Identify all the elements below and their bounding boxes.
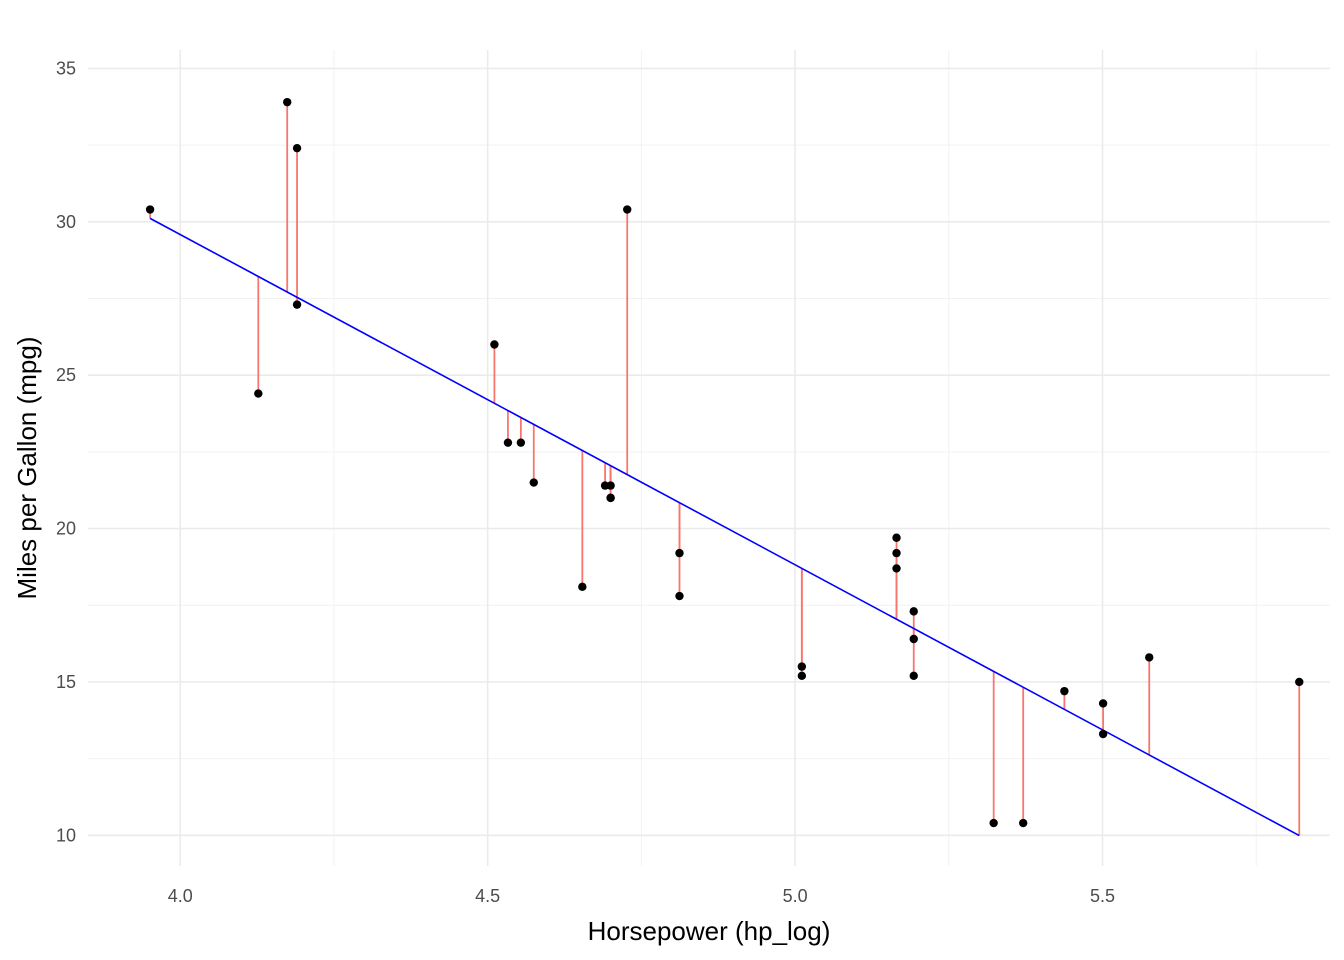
data-point bbox=[623, 205, 632, 214]
x-tick-labels: 4.0 4.5 5.0 5.5 bbox=[168, 886, 1115, 906]
data-point bbox=[292, 143, 302, 153]
data-point bbox=[516, 438, 526, 447]
data-point bbox=[989, 818, 998, 828]
grid-major bbox=[88, 50, 1330, 866]
data-point bbox=[283, 97, 292, 107]
data-point bbox=[529, 478, 538, 487]
grid-minor bbox=[88, 50, 1330, 866]
x-tick-label: 4.5 bbox=[475, 886, 500, 906]
data-point bbox=[1018, 818, 1028, 828]
y-axis-title: Miles per Gallon (mpg) bbox=[12, 337, 42, 600]
y-tick-labels: 10 15 20 25 30 35 bbox=[56, 58, 76, 845]
fit-line bbox=[149, 217, 1300, 837]
x-axis-title: Horsepower (hp_log) bbox=[588, 916, 831, 946]
data-point bbox=[675, 591, 684, 601]
data-point bbox=[892, 564, 901, 573]
data-point bbox=[909, 607, 918, 616]
data-point bbox=[1098, 729, 1108, 739]
data-points bbox=[145, 97, 1304, 828]
x-tick-label: 5.0 bbox=[783, 886, 808, 906]
data-point bbox=[606, 493, 615, 503]
y-tick-label: 30 bbox=[56, 212, 76, 232]
y-tick-label: 25 bbox=[56, 365, 76, 385]
data-point bbox=[892, 548, 901, 558]
y-tick-label: 15 bbox=[56, 672, 76, 692]
x-tick-label: 5.5 bbox=[1090, 886, 1115, 906]
data-point bbox=[145, 205, 155, 214]
data-point bbox=[1145, 653, 1154, 662]
data-point bbox=[503, 438, 513, 447]
data-point bbox=[254, 389, 263, 398]
data-point bbox=[909, 671, 918, 681]
y-tick-label: 20 bbox=[56, 519, 76, 539]
y-tick-label: 35 bbox=[56, 58, 76, 78]
data-point bbox=[606, 481, 615, 490]
data-point bbox=[578, 582, 587, 592]
data-point bbox=[292, 300, 302, 309]
data-point bbox=[797, 662, 807, 671]
data-point bbox=[1098, 699, 1108, 708]
y-tick-label: 10 bbox=[56, 825, 76, 845]
x-tick-label: 4.0 bbox=[168, 886, 193, 906]
residual-lines bbox=[149, 102, 1301, 836]
data-point bbox=[490, 340, 499, 349]
data-point bbox=[1295, 677, 1304, 687]
data-point bbox=[1060, 686, 1069, 696]
data-point bbox=[892, 533, 901, 542]
fit-line-group bbox=[149, 217, 1300, 837]
data-point bbox=[797, 671, 807, 681]
data-point bbox=[675, 548, 684, 558]
data-point bbox=[909, 634, 918, 644]
